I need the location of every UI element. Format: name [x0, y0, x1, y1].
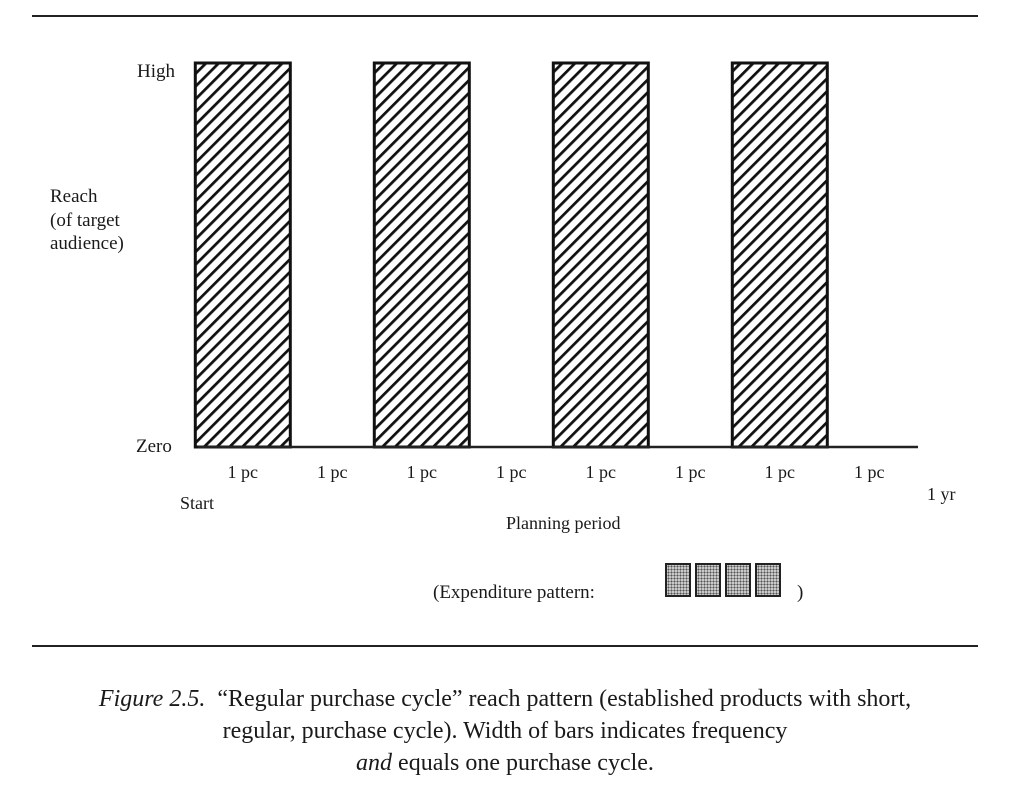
expenditure-box [755, 563, 781, 597]
x-tick-label: 1 pc [496, 462, 527, 482]
figure-caption: Figure 2.5. “Regular purchase cycle” rea… [40, 683, 970, 779]
expenditure-label: (Expenditure pattern: [433, 582, 595, 603]
y-tick-zero: Zero [136, 436, 172, 457]
x-tick-label: 1 pc [317, 462, 348, 482]
x-tick-label: 1 pc [406, 462, 438, 482]
expenditure-close-paren: ) [797, 582, 804, 603]
expenditure-box [695, 563, 721, 597]
x-start-label: Start [180, 493, 214, 513]
caption-text-3: equals one purchase cycle. [392, 750, 654, 776]
caption-text-1: “Regular purchase cycle” reach pattern (… [217, 686, 912, 712]
figure-label: Figure 2.5. [98, 686, 206, 712]
reach-bar [372, 61, 471, 449]
caption-line-3: and equals one purchase cycle. [40, 747, 970, 779]
top-rule [32, 15, 978, 17]
reach-bar [730, 61, 829, 449]
expenditure-box [665, 563, 691, 597]
x-tick-label: 1 pc [227, 462, 259, 482]
y-axis-label-line: Reach [50, 186, 98, 207]
chart [193, 61, 918, 449]
y-axis-label-line: (of target [50, 210, 120, 231]
y-axis-label-line: audience) [50, 233, 124, 254]
bottom-rule [32, 645, 978, 647]
expenditure-box [725, 563, 751, 597]
reach-bar [193, 61, 292, 449]
x-axis-label: Planning period [506, 513, 621, 533]
x-tick-label: 1 pc [675, 462, 706, 482]
x-tick-label: 1 pc [764, 462, 796, 482]
reach-bar [551, 61, 650, 449]
y-tick-high: High [137, 61, 175, 82]
x-tick-label: 1 pc [854, 462, 885, 482]
caption-line-1: Figure 2.5. “Regular purchase cycle” rea… [40, 683, 970, 715]
x-tick-label: 1 pc [585, 462, 617, 482]
caption-and: and [356, 750, 393, 776]
x-end-label: 1 yr [927, 484, 956, 504]
caption-line-2: regular, purchase cycle). Width of bars … [222, 718, 788, 744]
